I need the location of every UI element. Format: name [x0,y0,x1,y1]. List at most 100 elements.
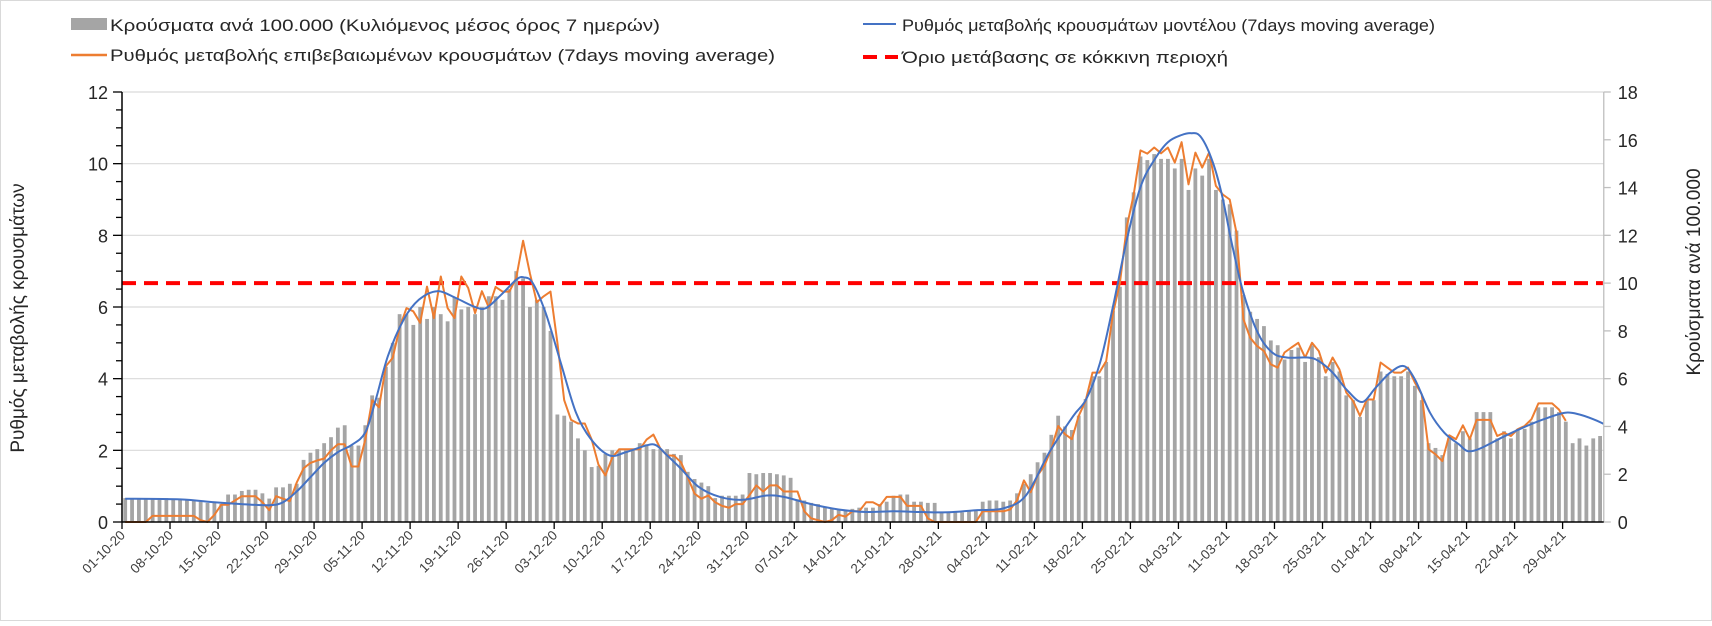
bar [390,342,395,522]
y-tick-label: 2 [98,441,108,461]
bar [726,495,731,522]
bar [294,483,299,522]
bar [1104,361,1109,522]
bar [624,450,628,522]
bar [383,366,388,522]
bar [665,449,670,522]
bar [198,501,203,522]
bar [1323,376,1328,522]
bar [775,474,779,522]
bar [672,453,676,522]
bar [1577,438,1582,522]
bar [459,309,464,522]
bar [740,494,745,522]
y-axis-title-right: Κρούσματα ανά 100.000 [1684,168,1705,375]
bar [630,450,635,522]
bar [713,498,718,522]
bar [1207,158,1211,522]
bar [1275,345,1280,522]
bar [164,498,169,522]
bar [1179,158,1184,522]
bar [1220,199,1225,522]
bar [1296,347,1301,522]
bar [342,425,347,522]
bar [1440,455,1445,522]
bar [569,421,573,522]
bar [1509,438,1513,522]
y2-tick-label: 4 [1618,417,1628,437]
bar [1227,204,1232,522]
bar [1159,158,1163,522]
bar [1371,400,1376,522]
legend-swatch-bars [71,18,107,30]
bar [1426,443,1431,522]
bar [1495,438,1500,522]
bar [1378,371,1383,522]
bar [905,494,910,522]
bar [562,415,567,522]
bar [1515,428,1520,522]
bar [1467,438,1472,522]
bar [1028,474,1033,522]
bar [1015,493,1019,522]
bar [953,512,958,522]
bar [747,473,752,522]
bar [150,499,155,522]
bar [438,314,443,522]
bar [871,507,875,522]
bar [1337,371,1342,522]
bar [1570,443,1575,522]
bar [514,271,519,522]
y2-tick-label: 8 [1618,322,1628,342]
bar [1557,412,1561,522]
bar [617,450,622,522]
bar [287,483,292,522]
blue-model-rate-line [125,132,1604,514]
bar [809,502,814,522]
bar [1234,230,1239,523]
bar [425,318,429,522]
bar [178,499,182,522]
bar [651,449,656,522]
bar [1193,168,1198,522]
bar [761,473,766,522]
bars-series [123,154,1602,523]
bar [823,506,827,522]
bar [1255,318,1259,522]
y2-tick-label: 0 [1618,513,1628,533]
gridlines [122,91,1604,451]
bar [1076,415,1081,522]
bar [699,482,704,522]
bar [233,494,237,522]
bar [1090,376,1095,522]
bar [644,444,649,522]
bar [1502,431,1506,522]
bar [1399,376,1404,522]
bar [582,450,587,522]
bar [1131,192,1136,523]
bar [500,299,505,522]
bar [1008,500,1013,522]
bar [528,307,532,522]
bar [678,455,683,522]
bar [960,512,965,522]
bar [685,471,690,522]
bar [466,307,471,522]
bar [521,278,525,522]
bar [301,459,306,522]
bar [370,395,375,522]
bar [576,438,580,522]
legend-label-orange: Ρυθμός μεταβολής επιβεβαιωμένων κρουσμάτ… [110,46,775,65]
y-tick-label: 10 [88,155,108,175]
bar [493,296,498,522]
y2-tick-label: 10 [1618,274,1638,294]
bar [850,508,855,522]
bar [658,449,663,522]
bar [1145,160,1150,523]
bar [432,307,436,522]
bar [1419,400,1424,522]
bar [1591,438,1596,522]
bar [1310,345,1314,522]
